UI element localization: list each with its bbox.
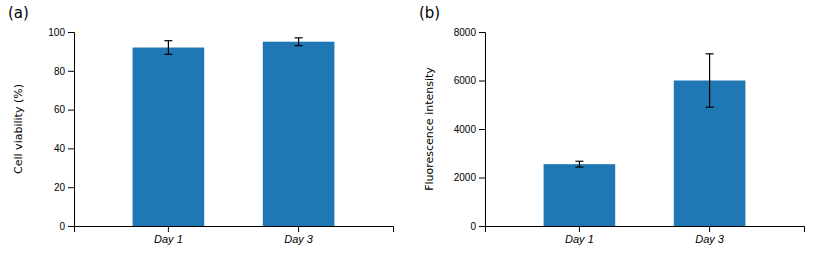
error-bar: [706, 54, 714, 107]
error-bar-line: [168, 41, 169, 55]
axis-line: [68, 33, 75, 227]
tick-mark: [168, 226, 169, 232]
tick: 0: [470, 221, 485, 232]
tick-mark: [68, 226, 74, 227]
tick: Day 1: [565, 226, 594, 245]
panel: (b) 0 2000 4000 6000 8000 Day 1 Day 3 Fluorescen…: [419, 4, 805, 245]
error-bar-cap: [706, 107, 714, 108]
tick-label: 40: [54, 143, 66, 154]
bar: [544, 164, 616, 226]
tick-mark: [479, 81, 485, 82]
bar: [133, 48, 205, 226]
tick-mark: [68, 110, 74, 111]
tick-label: 8000: [454, 27, 477, 38]
tick-mark: [579, 226, 580, 232]
tick-label: 20: [54, 182, 66, 193]
tick: 2000: [454, 172, 485, 183]
tick: 0: [59, 221, 74, 232]
error-bar-line: [709, 54, 710, 107]
tick-mark: [68, 71, 74, 72]
error-bar-line: [579, 161, 580, 167]
marks: [133, 38, 335, 226]
tick-label: 60: [54, 104, 66, 115]
plot: 0 20 40 60 80 100 Day 1 Day 3 Cell viability (%): [12, 27, 394, 245]
tick: 4000: [454, 124, 485, 135]
axis-line: [486, 227, 805, 233]
tick: 20: [54, 182, 74, 193]
tick-label: Day 1: [154, 233, 183, 245]
tick-label: Day 1: [565, 233, 594, 245]
tick-label: 2000: [454, 172, 477, 183]
tick: Day 3: [284, 226, 314, 245]
tick-label: 100: [48, 27, 65, 38]
tick-label: 4000: [454, 124, 477, 135]
error-bar-cap: [575, 161, 583, 162]
error-bar-cap: [164, 40, 172, 41]
panel-label: (a): [8, 4, 29, 22]
axis-title: Cell viability (%): [12, 84, 25, 174]
tick: 6000: [454, 75, 485, 86]
error-bar: [295, 38, 303, 46]
tick: 100: [48, 27, 74, 38]
tick-mark: [68, 187, 74, 188]
error-bar: [164, 41, 172, 55]
tick-mark: [479, 226, 485, 227]
error-bar-cap: [295, 45, 303, 46]
error-bar: [575, 161, 583, 167]
tick: 8000: [454, 27, 485, 38]
tick-mark: [479, 129, 485, 130]
y-axis: 0 2000 4000 6000 8000: [454, 27, 486, 232]
bar: [263, 42, 335, 226]
tick-mark: [68, 32, 74, 33]
panel-label: (b): [419, 4, 440, 22]
tick-label: Day 3: [695, 233, 725, 245]
tick: Day 3: [695, 226, 725, 245]
tick-mark: [479, 32, 485, 33]
tick: 40: [54, 143, 74, 154]
y-axis: 0 20 40 60 80 100: [48, 27, 74, 232]
error-bar-cap: [575, 166, 583, 167]
tick-mark: [709, 226, 710, 232]
tick-mark: [68, 148, 74, 149]
x-axis: Day 1 Day 3: [75, 226, 394, 245]
error-bar-cap: [706, 53, 714, 54]
tick: 60: [54, 104, 74, 115]
panel: (a) 0 20 40 60 80 100 Day 1 Day 3 Cell viability …: [8, 4, 394, 245]
tick-mark: [298, 226, 299, 232]
tick-label: 0: [59, 221, 65, 232]
tick: Day 1: [154, 226, 183, 245]
tick-label: Day 3: [284, 233, 314, 245]
axis-line: [479, 33, 486, 227]
x-axis: Day 1 Day 3: [486, 226, 805, 245]
tick-label: 0: [470, 221, 476, 232]
tick-label: 6000: [454, 75, 477, 86]
axis-line: [75, 227, 394, 233]
error-bar-cap: [164, 54, 172, 55]
marks: [544, 54, 746, 226]
tick-mark: [479, 178, 485, 179]
error-bar-cap: [295, 37, 303, 38]
axis-title: Fluorescence intensity: [423, 67, 436, 191]
tick: 80: [54, 66, 74, 77]
error-bar-line: [298, 38, 299, 46]
plot: 0 2000 4000 6000 8000 Day 1 Day 3 Fluorescence …: [423, 27, 805, 245]
tick-label: 80: [54, 66, 66, 77]
chart: (a) 0 20 40 60 80 100 Day 1 Day 3 Cell viability …: [0, 0, 822, 258]
